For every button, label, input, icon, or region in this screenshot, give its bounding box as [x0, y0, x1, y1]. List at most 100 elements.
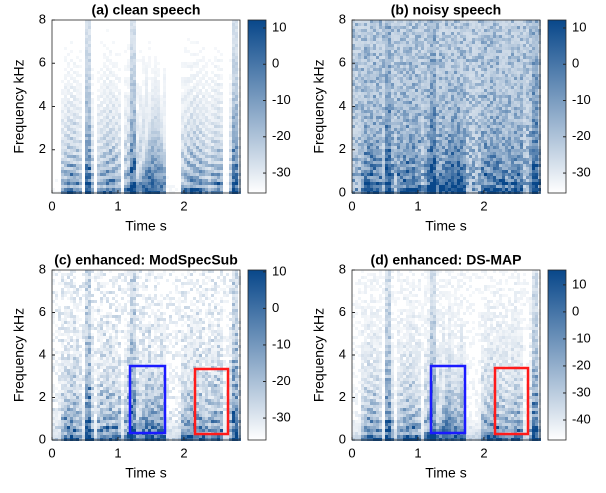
spectrogram-cell: [376, 50, 379, 53]
spectrogram-cell: [61, 125, 64, 128]
spectrogram-cell: [184, 140, 187, 143]
spectrogram-cell: [214, 83, 217, 86]
spectrogram-cell: [103, 119, 106, 122]
spectrogram-cell: [439, 59, 442, 62]
spectrogram-cell: [400, 50, 403, 53]
spectrogram-cell: [160, 143, 163, 146]
spectrogram-cell: [358, 80, 361, 83]
spectrogram-cell: [397, 125, 400, 128]
spectrogram-cell: [115, 98, 118, 101]
spectrogram-cell: [199, 119, 202, 122]
spectrogram-cell: [481, 53, 484, 56]
spectrogram-cell: [433, 179, 436, 182]
spectrogram-cell: [238, 152, 241, 155]
spectrogram-cell: [397, 74, 400, 77]
spectrogram-cell: [469, 176, 472, 179]
spectrogram-cell: [361, 125, 364, 128]
spectrogram-cell: [130, 149, 133, 152]
spectrogram-cell: [469, 137, 472, 140]
spectrogram-cell: [490, 98, 493, 101]
spectrogram-cell: [211, 143, 214, 146]
spectrogram-cell: [448, 89, 451, 92]
spectrogram-cell: [460, 161, 463, 164]
spectrogram-cell: [466, 38, 469, 41]
spectrogram-cell: [484, 146, 487, 149]
spectrogram-cell: [190, 188, 193, 191]
spectrogram-cell: [109, 113, 112, 116]
spectrogram-cell: [460, 35, 463, 38]
spectrogram-cell: [475, 23, 478, 26]
spectrogram-cell: [139, 161, 142, 164]
spectrogram-cell: [412, 35, 415, 38]
spectrogram-cell: [157, 146, 160, 149]
spectrogram-cell: [109, 53, 112, 56]
spectrogram-cell: [376, 74, 379, 77]
spectrogram-cell: [112, 83, 115, 86]
spectrogram-cell: [220, 125, 223, 128]
spectrogram-cell: [229, 119, 232, 122]
spectrogram-cell: [418, 80, 421, 83]
spectrogram-cell: [403, 164, 406, 167]
spectrogram-cell: [400, 47, 403, 50]
spectrogram-cell: [421, 146, 424, 149]
spectrogram-cell: [97, 185, 100, 188]
spectrogram-cell: [190, 146, 193, 149]
spectrogram-cell: [136, 179, 139, 182]
spectrogram-cell: [370, 146, 373, 149]
spectrogram-cell: [118, 110, 121, 113]
spectrogram-cell: [148, 161, 151, 164]
spectrogram-cell: [430, 119, 433, 122]
spectrogram-cell: [487, 32, 490, 35]
spectrogram-cell: [367, 44, 370, 47]
spectrogram-cell: [190, 110, 193, 113]
spectrogram-cell: [136, 158, 139, 161]
spectrogram-cell: [199, 155, 202, 158]
spectrogram-cell: [391, 170, 394, 173]
spectrogram-cell: [388, 101, 391, 104]
spectrogram-cell: [361, 158, 364, 161]
spectrogram-cell: [427, 185, 430, 188]
spectrogram-cell: [70, 125, 73, 128]
spectrogram-cell: [487, 179, 490, 182]
spectrogram-cell: [403, 170, 406, 173]
spectrogram-cell: [484, 173, 487, 176]
spectrogram-cell: [133, 56, 136, 59]
spectrogram-cell: [106, 155, 109, 158]
spectrogram-cell: [409, 59, 412, 62]
spectrogram-cell: [424, 35, 427, 38]
spectrogram-cell: [427, 107, 430, 110]
spectrogram-cell: [367, 35, 370, 38]
spectrogram-cell: [352, 167, 355, 170]
spectrogram-cell: [142, 95, 145, 98]
spectrogram-cell: [370, 182, 373, 185]
spectrogram-cell: [442, 176, 445, 179]
spectrogram-cell: [487, 38, 490, 41]
spectrogram-cell: [154, 59, 157, 62]
spectrogram-cell: [160, 119, 163, 122]
spectrogram-cell: [403, 143, 406, 146]
spectrogram-cell: [136, 146, 139, 149]
spectrogram-cell: [127, 92, 130, 95]
spectrogram-cell: [397, 29, 400, 32]
spectrogram-cell: [229, 170, 232, 173]
spectrogram-cell: [475, 59, 478, 62]
spectrogram-cell: [409, 74, 412, 77]
spectrogram-cell: [187, 62, 190, 65]
spectrogram-cell: [439, 101, 442, 104]
spectrogram-cell: [181, 134, 184, 137]
spectrogram-cell: [214, 125, 217, 128]
spectrogram-cell: [466, 56, 469, 59]
spectrogram-cell: [61, 128, 64, 131]
spectrogram-cell: [433, 89, 436, 92]
spectrogram-cell: [196, 74, 199, 77]
spectrogram-cell: [187, 152, 190, 155]
spectrogram-cell: [232, 80, 235, 83]
spectrogram-cell: [397, 35, 400, 38]
spectrogram-cell: [157, 158, 160, 161]
spectrogram-cell: [358, 140, 361, 143]
spectrogram-cell: [475, 125, 478, 128]
spectrogram-cell: [127, 77, 130, 80]
spectrogram-cell: [193, 170, 196, 173]
spectrogram-cell: [424, 83, 427, 86]
spectrogram-cell: [430, 125, 433, 128]
